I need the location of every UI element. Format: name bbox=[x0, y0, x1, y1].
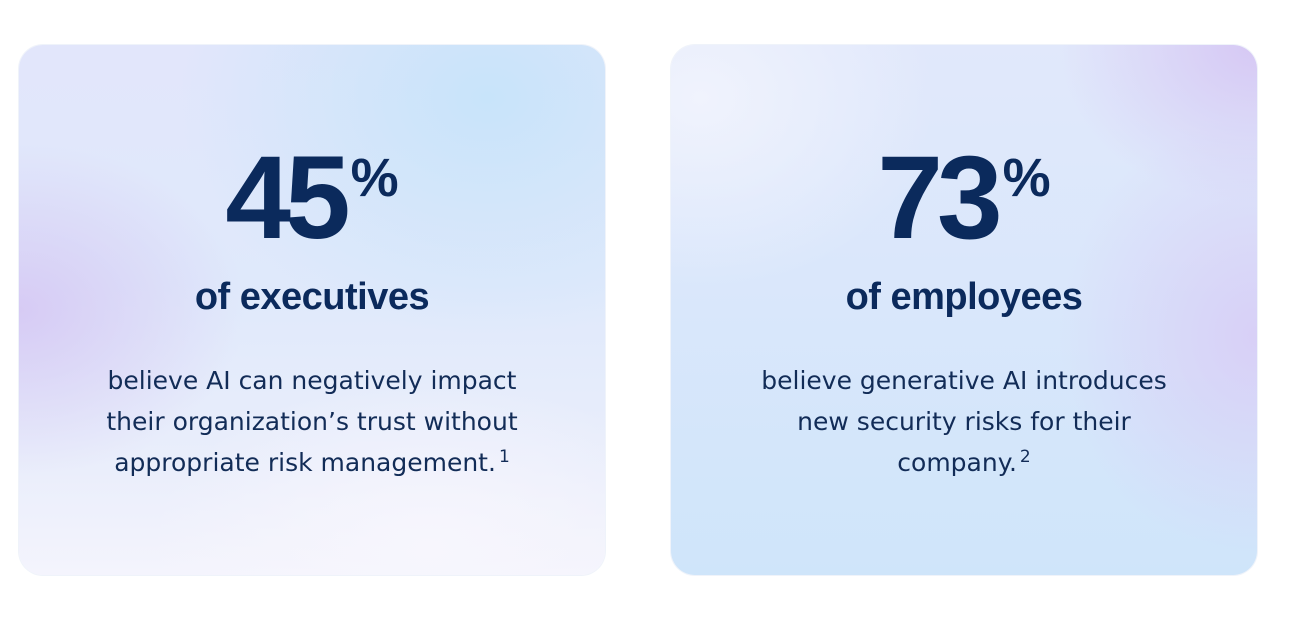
description-line: believe AI can negatively impact bbox=[107, 366, 517, 395]
stat-description: believe AI can negatively impact their o… bbox=[59, 360, 565, 483]
description-line: believe generative AI introduces bbox=[761, 366, 1167, 395]
description-line-text: company. bbox=[897, 448, 1017, 477]
stat-card-executives: 45% of executives believe AI can negativ… bbox=[19, 45, 605, 575]
description-line: new security risks for their bbox=[797, 407, 1131, 436]
percent-sign: % bbox=[350, 148, 399, 208]
stat-description: believe generative AI introduces new sec… bbox=[711, 360, 1217, 483]
stat-label: of executives bbox=[194, 276, 430, 318]
description-line-text: appropriate risk management. bbox=[114, 448, 496, 477]
stat-value: 73% bbox=[671, 139, 1257, 257]
description-line: appropriate risk management. 1 bbox=[59, 442, 565, 483]
stat-value: 45% bbox=[19, 139, 605, 257]
description-line: company. 2 bbox=[711, 442, 1217, 483]
stat-card-employees: 73% of employees believe generative AI i… bbox=[671, 45, 1257, 575]
footnote-marker[interactable]: 2 bbox=[1019, 447, 1031, 467]
stat-number: 73 bbox=[877, 132, 1002, 264]
stat-number: 45 bbox=[225, 132, 350, 264]
percent-sign: % bbox=[1002, 148, 1051, 208]
stat-label: of employees bbox=[845, 276, 1083, 318]
description-line: their organization’s trust without bbox=[106, 407, 518, 436]
footnote-marker[interactable]: 1 bbox=[498, 447, 510, 467]
